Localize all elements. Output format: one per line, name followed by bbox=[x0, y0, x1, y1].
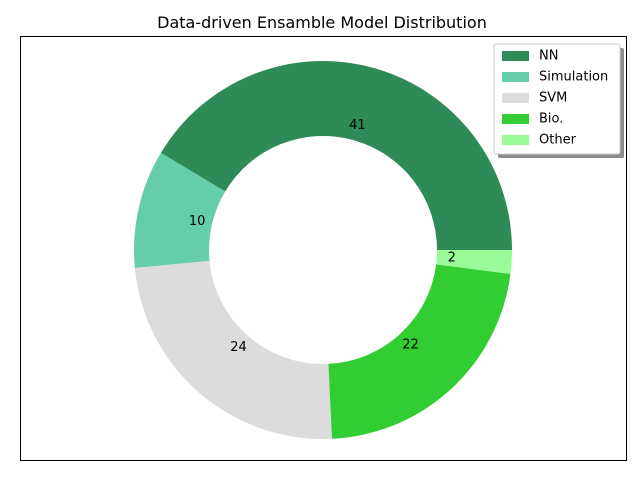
legend: NN Simulation SVM Bio. Other bbox=[493, 43, 624, 158]
slice-value-label: 41 bbox=[349, 118, 366, 133]
slice-nn bbox=[160, 61, 513, 251]
slice-value-label: 2 bbox=[448, 251, 456, 266]
legend-entry: Other bbox=[539, 133, 577, 148]
slice-bio bbox=[328, 264, 511, 439]
legend-swatch bbox=[502, 135, 529, 145]
legend-swatch bbox=[502, 93, 529, 103]
plot-frame bbox=[20, 36, 627, 461]
legend-entry: Bio. bbox=[539, 112, 563, 127]
slice-other bbox=[436, 250, 512, 274]
chart-title: Data-driven Ensamble Model Distribution bbox=[157, 13, 487, 32]
legend-entry: NN bbox=[539, 49, 558, 64]
slice-value-label: 22 bbox=[402, 337, 419, 352]
legend-box bbox=[493, 43, 621, 155]
legend-swatch bbox=[502, 72, 529, 82]
donut-slices bbox=[133, 61, 513, 439]
legend-entry: SVM bbox=[539, 91, 567, 106]
slice-simulation bbox=[133, 152, 226, 268]
slice-value-label: 10 bbox=[189, 214, 206, 229]
slice-value-label: 24 bbox=[230, 340, 247, 355]
slice-svm bbox=[134, 260, 332, 439]
legend-entry: Simulation bbox=[539, 70, 608, 85]
legend-swatch bbox=[502, 51, 529, 61]
legend-swatch bbox=[502, 114, 529, 124]
